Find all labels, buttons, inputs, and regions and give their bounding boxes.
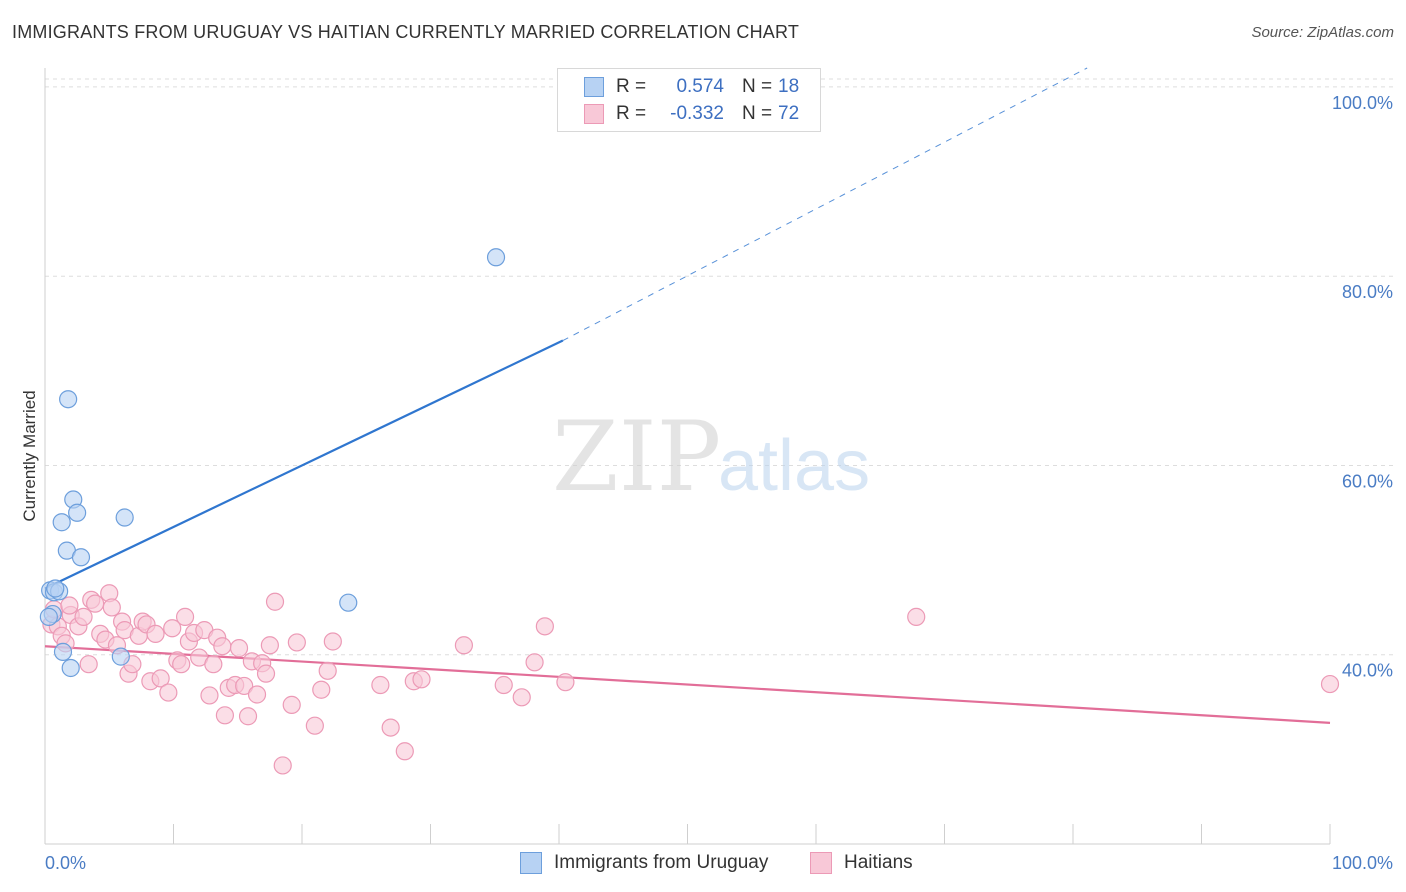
y-tick-label: 100.0% bbox=[1332, 93, 1393, 113]
legend-row-uruguay: R = 0.574 N = 18 bbox=[558, 75, 799, 99]
haitian-point bbox=[235, 676, 254, 696]
uruguay-point bbox=[53, 642, 73, 661]
haitian-point bbox=[229, 639, 249, 658]
haitian-point bbox=[260, 636, 279, 655]
n-value: 18 bbox=[778, 76, 800, 97]
haitian-point bbox=[323, 632, 342, 651]
r-value: -0.332 bbox=[670, 103, 724, 124]
x-tick-label-end: 100.0% bbox=[1332, 853, 1393, 873]
haitian-point bbox=[535, 617, 554, 636]
haitian-point bbox=[60, 596, 79, 615]
haitian-point bbox=[907, 607, 926, 626]
x-tick-label-start: 0.0% bbox=[45, 853, 86, 873]
haitian-point bbox=[175, 607, 195, 626]
haitian-point bbox=[163, 619, 182, 638]
haitian-point bbox=[556, 673, 575, 692]
uruguay-swatch bbox=[584, 77, 604, 97]
tick-labels: 100.0% 80.0% 60.0% 40.0% 0.0% 100.0% bbox=[45, 93, 1393, 873]
haitian-point bbox=[74, 607, 93, 626]
haitian-swatch bbox=[584, 104, 604, 124]
haitian-point bbox=[79, 655, 98, 674]
haitian-point bbox=[312, 680, 331, 699]
haitian-point bbox=[454, 636, 474, 655]
haitian-point bbox=[265, 592, 285, 611]
y-tick-label: 80.0% bbox=[1342, 282, 1393, 302]
legend-item-uruguay[interactable]: Immigrants from Uruguay bbox=[520, 852, 768, 874]
haitian-point bbox=[86, 594, 105, 613]
r-label: R = bbox=[616, 103, 647, 124]
uruguay-point bbox=[59, 390, 78, 409]
legend-label-uruguay: Immigrants from Uruguay bbox=[554, 852, 769, 873]
uruguay-point bbox=[111, 647, 130, 666]
uruguay-point bbox=[52, 513, 71, 532]
uruguay-point bbox=[71, 548, 91, 567]
haitian-point bbox=[215, 706, 234, 725]
haitian-point bbox=[287, 633, 306, 652]
watermark-atlas: atlas bbox=[718, 426, 870, 506]
haitian-point bbox=[512, 688, 531, 707]
haitian-point bbox=[238, 707, 258, 726]
haitian-point bbox=[395, 742, 414, 761]
haitian-point bbox=[247, 685, 267, 704]
haitian-point bbox=[273, 756, 292, 775]
haitian-point bbox=[282, 695, 301, 714]
correlation-legend: R = 0.574 N = 18 R = -0.332 N = 72 bbox=[557, 68, 821, 132]
uruguay-point bbox=[115, 508, 134, 527]
y-tick-label: 40.0% bbox=[1342, 661, 1393, 681]
haitian-point bbox=[146, 624, 165, 644]
haitian-point bbox=[318, 661, 337, 680]
trend-lines bbox=[44, 67, 1331, 724]
haitian-point bbox=[172, 655, 191, 674]
uruguay-legend-swatch bbox=[520, 852, 542, 874]
watermark-zip: ZIP bbox=[552, 401, 721, 513]
uruguay-point bbox=[39, 607, 58, 626]
haitian-point bbox=[102, 598, 121, 617]
legend-label-haitians: Haitians bbox=[844, 852, 913, 873]
legend-row-haitians: R = -0.332 N = 72 bbox=[558, 102, 799, 126]
haitian-point bbox=[381, 718, 400, 737]
haitian-point bbox=[159, 683, 178, 702]
r-label: R = bbox=[616, 76, 647, 97]
n-value: 72 bbox=[778, 103, 800, 124]
source-label: Source: ZipAtlas.com bbox=[1251, 24, 1394, 41]
uruguay-point bbox=[61, 658, 80, 678]
uruguay-trend-extension bbox=[562, 67, 1088, 341]
data-points bbox=[39, 248, 1340, 775]
haitian-legend-swatch bbox=[810, 852, 832, 874]
haitian-point bbox=[371, 675, 390, 695]
haitian-point bbox=[256, 664, 276, 683]
haitian-point bbox=[494, 675, 513, 695]
haitian-point bbox=[305, 716, 324, 735]
uruguay-trend-line bbox=[44, 339, 564, 590]
haitian-point bbox=[525, 653, 544, 672]
haitian-point bbox=[200, 686, 219, 705]
uruguay-point bbox=[46, 579, 65, 598]
uruguay-point bbox=[68, 503, 87, 522]
haitian-point bbox=[151, 669, 170, 688]
haitian-point bbox=[1320, 674, 1340, 694]
n-label: N = bbox=[742, 76, 773, 97]
haitian-point bbox=[213, 637, 232, 656]
n-label: N = bbox=[742, 103, 773, 124]
haitian-point bbox=[204, 655, 223, 674]
axes bbox=[44, 68, 1331, 845]
uruguay-point bbox=[339, 593, 358, 612]
r-value: 0.574 bbox=[676, 76, 724, 97]
uruguay-point bbox=[486, 248, 506, 267]
grid-lines bbox=[45, 78, 1394, 656]
haitian-point bbox=[412, 670, 431, 689]
y-tick-label: 60.0% bbox=[1342, 471, 1393, 491]
legend-item-haitians[interactable]: Haitians bbox=[810, 852, 913, 874]
chart-title: IMMIGRANTS FROM URUGUAY VS HAITIAN CURRE… bbox=[12, 22, 800, 42]
